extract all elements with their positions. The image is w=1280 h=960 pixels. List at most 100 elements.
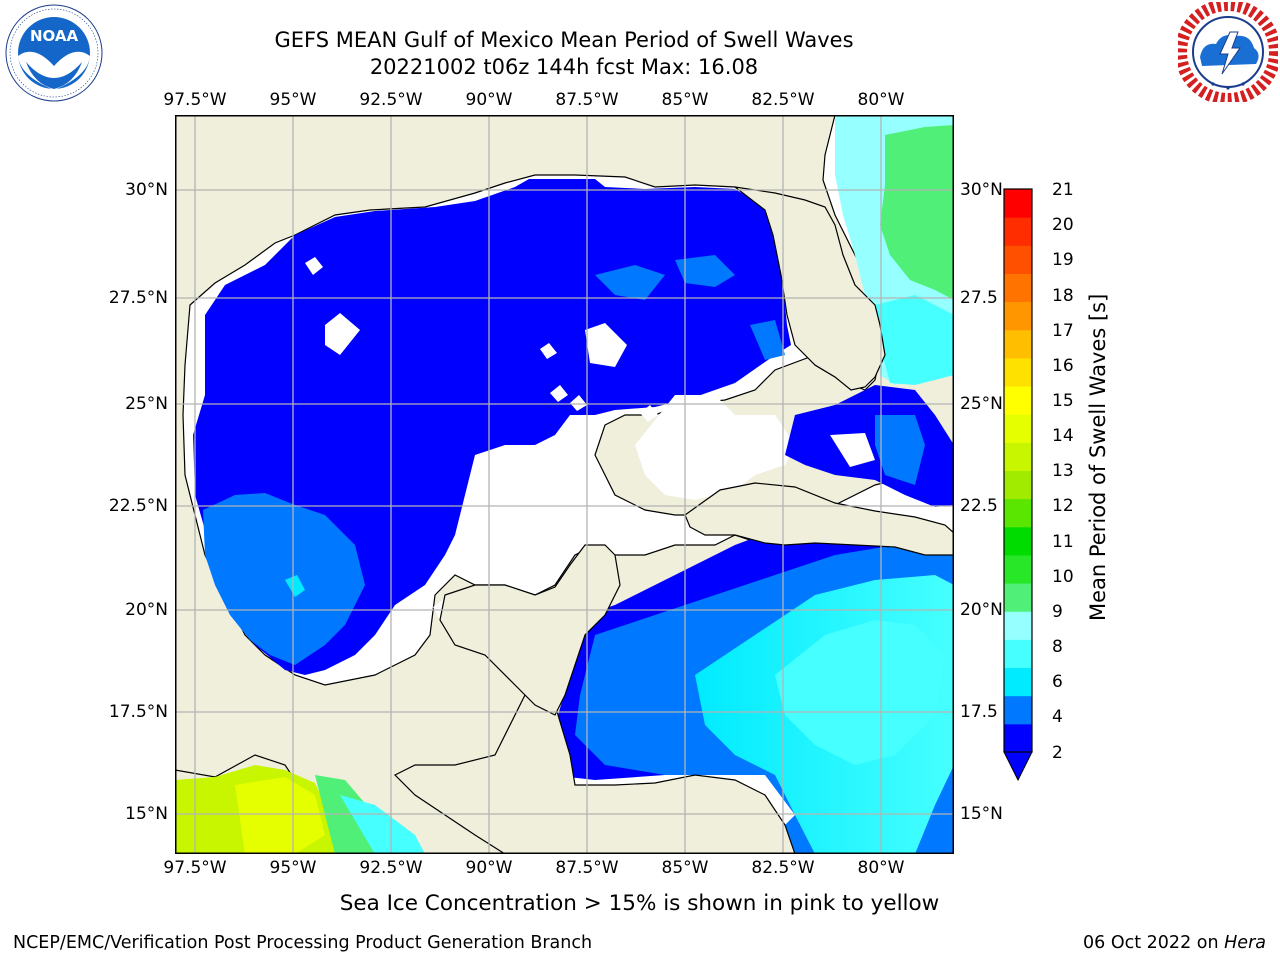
lat-tick-right: 30°N xyxy=(960,180,1003,200)
colorbar-title: Mean Period of Swell Waves [s] xyxy=(1086,293,1110,621)
lat-tick-right: 17.5 xyxy=(960,702,998,722)
map-subtitle: 20221002 t06z 144h fcst Max: 16.08 xyxy=(369,55,759,79)
colorbar-label: 17 xyxy=(1052,321,1074,341)
mask-patch xyxy=(640,405,658,422)
sea-ice-caption: Sea Ice Concentration > 15% is shown in … xyxy=(0,891,1280,917)
colorbar-band xyxy=(1004,414,1032,443)
lat-tick-left: 27.5°N xyxy=(108,288,168,308)
colorbar-band xyxy=(1004,442,1032,471)
map-frame xyxy=(175,115,954,854)
colorbar-band xyxy=(1004,386,1032,415)
swell-band-9-10s-atlantic xyxy=(880,125,954,300)
mask-patch xyxy=(550,385,568,402)
swell-patch-4-6s xyxy=(595,265,665,300)
footer-date-text: 06 Oct 2022 on xyxy=(1083,933,1225,953)
colorbar-band xyxy=(1004,498,1032,528)
lat-tick-right: 15°N xyxy=(960,804,1003,824)
colorbar xyxy=(1003,188,1033,782)
mask-patch xyxy=(540,343,557,359)
lon-tick-bottom: 95°W xyxy=(269,858,317,878)
swell-patch-6-8s xyxy=(285,575,305,597)
mask-patch xyxy=(570,395,587,411)
colorbar-label: 2 xyxy=(1052,743,1063,763)
lat-tick-left: 30°N xyxy=(125,180,168,200)
colorbar-band xyxy=(1004,329,1032,359)
colorbar-band xyxy=(1004,470,1032,500)
colorbar-label: 11 xyxy=(1052,532,1074,552)
swell-patch-8-9s xyxy=(340,795,425,854)
mask-patch xyxy=(830,433,875,467)
colorbar-band xyxy=(1004,695,1032,725)
colorbar-band xyxy=(1004,639,1032,669)
yucatan-peninsula xyxy=(439,544,621,716)
map-gridlines xyxy=(175,115,954,854)
lon-tick-top: 80°W xyxy=(857,90,905,110)
colorbar-label: 4 xyxy=(1052,707,1063,727)
lon-tick-bottom: 92.5°W xyxy=(359,858,423,878)
sea-ice-caption-text: Sea Ice Concentration > 15% is shown in … xyxy=(339,891,940,916)
colorbar-band xyxy=(1004,273,1032,303)
colorbar-label: 15 xyxy=(1052,391,1074,411)
swell-band-8-9s-caribbean xyxy=(775,620,945,765)
colorbar-band xyxy=(1004,301,1032,331)
lon-tick-bottom: 97.5°W xyxy=(163,858,227,878)
lat-tick-left: 15°N xyxy=(125,804,168,824)
cuba-island xyxy=(684,482,954,556)
lat-tick-right: 20°N xyxy=(960,600,1003,620)
lon-tick-top: 87.5°W xyxy=(555,90,619,110)
mask-patch xyxy=(585,323,627,367)
swell-patch-14-15s xyxy=(235,777,325,854)
colorbar-label: 6 xyxy=(1052,672,1063,692)
colorbar-label: 12 xyxy=(1052,496,1074,516)
colorbar-band xyxy=(1004,667,1032,697)
lat-tick-left: 17.5°N xyxy=(108,702,168,722)
footer-host: Hera xyxy=(1224,933,1266,953)
colorbar-extend-min xyxy=(1003,751,1033,782)
colorbar-band xyxy=(1004,554,1032,584)
lat-tick-right: 25°N xyxy=(960,394,1003,414)
footer-credit: NCEP/EMC/Verification Post Processing Pr… xyxy=(13,933,593,953)
colorbar-label: 20 xyxy=(1052,215,1074,235)
lat-tick-left: 22.5°N xyxy=(108,496,168,516)
mask-patch xyxy=(325,313,360,355)
lon-tick-top: 97.5°W xyxy=(163,90,227,110)
lon-tick-top: 95°W xyxy=(269,90,317,110)
swell-patch-4-6s xyxy=(675,255,735,287)
swell-patch-4-6s xyxy=(875,415,925,485)
colorbar-label: 9 xyxy=(1052,602,1063,622)
nws-logo-icon xyxy=(1178,2,1278,102)
colorbar-band xyxy=(1004,357,1032,387)
swell-band-4-6s-west xyxy=(203,493,365,665)
lon-tick-bottom: 90°W xyxy=(465,858,513,878)
lat-tick-left: 25°N xyxy=(125,394,168,414)
lon-tick-bottom: 85°W xyxy=(661,858,709,878)
colorbar-label: 18 xyxy=(1052,286,1074,306)
colorbar-label: 16 xyxy=(1052,356,1074,376)
mask-patch xyxy=(305,257,323,275)
lat-tick-right: 27.5 xyxy=(960,288,998,308)
lon-tick-top: 82.5°W xyxy=(751,90,815,110)
colorbar-band xyxy=(1004,526,1032,556)
colorbar-label: 21 xyxy=(1052,180,1074,200)
swell-patch-4-6s xyxy=(750,320,785,360)
lon-tick-top: 85°W xyxy=(661,90,709,110)
colorbar-band xyxy=(1004,217,1032,246)
map-title: GEFS MEAN Gulf of Mexico Mean Period of … xyxy=(274,28,854,52)
swell-band-6-8s-atlantic xyxy=(875,295,954,385)
central-america-land-east xyxy=(393,684,796,854)
colorbar-label: 14 xyxy=(1052,426,1074,446)
colorbar-band xyxy=(1004,723,1032,753)
colorbar-frame xyxy=(1003,188,1033,753)
colorbar-band xyxy=(1004,583,1032,612)
footer-date: 06 Oct 2022 on Hera xyxy=(1083,932,1266,954)
colorbar-band xyxy=(1004,611,1032,640)
lat-tick-left: 20°N xyxy=(125,600,168,620)
colorbar-label: 13 xyxy=(1052,461,1074,481)
lat-tick-right: 22.5 xyxy=(960,496,998,516)
lon-tick-top: 92.5°W xyxy=(359,90,423,110)
lon-tick-top: 90°W xyxy=(465,90,513,110)
gulf-of-mexico-map xyxy=(175,115,954,854)
mask-patch xyxy=(635,395,795,500)
colorbar-label: 19 xyxy=(1052,250,1074,270)
colorbar-label: 10 xyxy=(1052,567,1074,587)
